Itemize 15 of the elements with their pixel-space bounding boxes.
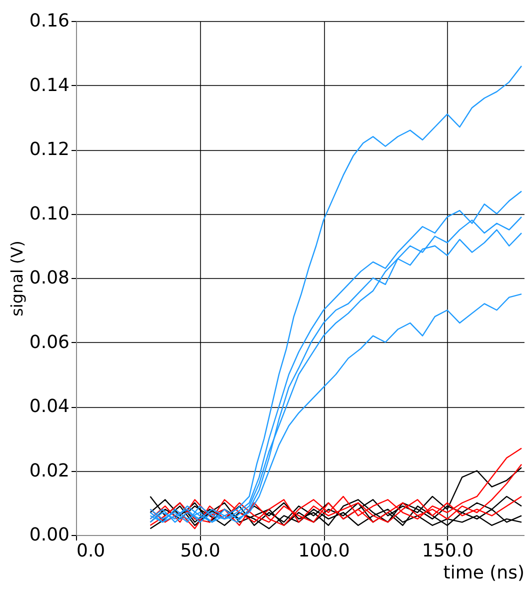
x-tick-label: 50.0 <box>180 540 220 562</box>
y-tick-label: 0.02 <box>29 460 70 482</box>
y-tick-label: 0.00 <box>29 524 70 546</box>
x-axis-title: time (ns) <box>443 562 524 584</box>
y-tick-label: 0.04 <box>29 396 70 417</box>
x-tick-label: 150.0 <box>422 540 474 562</box>
y-tick-label: 0.16 <box>29 10 70 32</box>
y-tick-label: 0.06 <box>29 332 70 353</box>
y-axis-title: signal (V) <box>7 240 26 316</box>
x-tick-label: 100.0 <box>298 540 350 562</box>
y-tick-label: 0.14 <box>29 74 70 96</box>
y-tick-label: 0.10 <box>29 203 70 224</box>
x-tick-label: 0.0 <box>76 540 106 562</box>
y-tick-label: 0.12 <box>29 139 70 160</box>
y-tick-label: 0.08 <box>29 268 70 288</box>
